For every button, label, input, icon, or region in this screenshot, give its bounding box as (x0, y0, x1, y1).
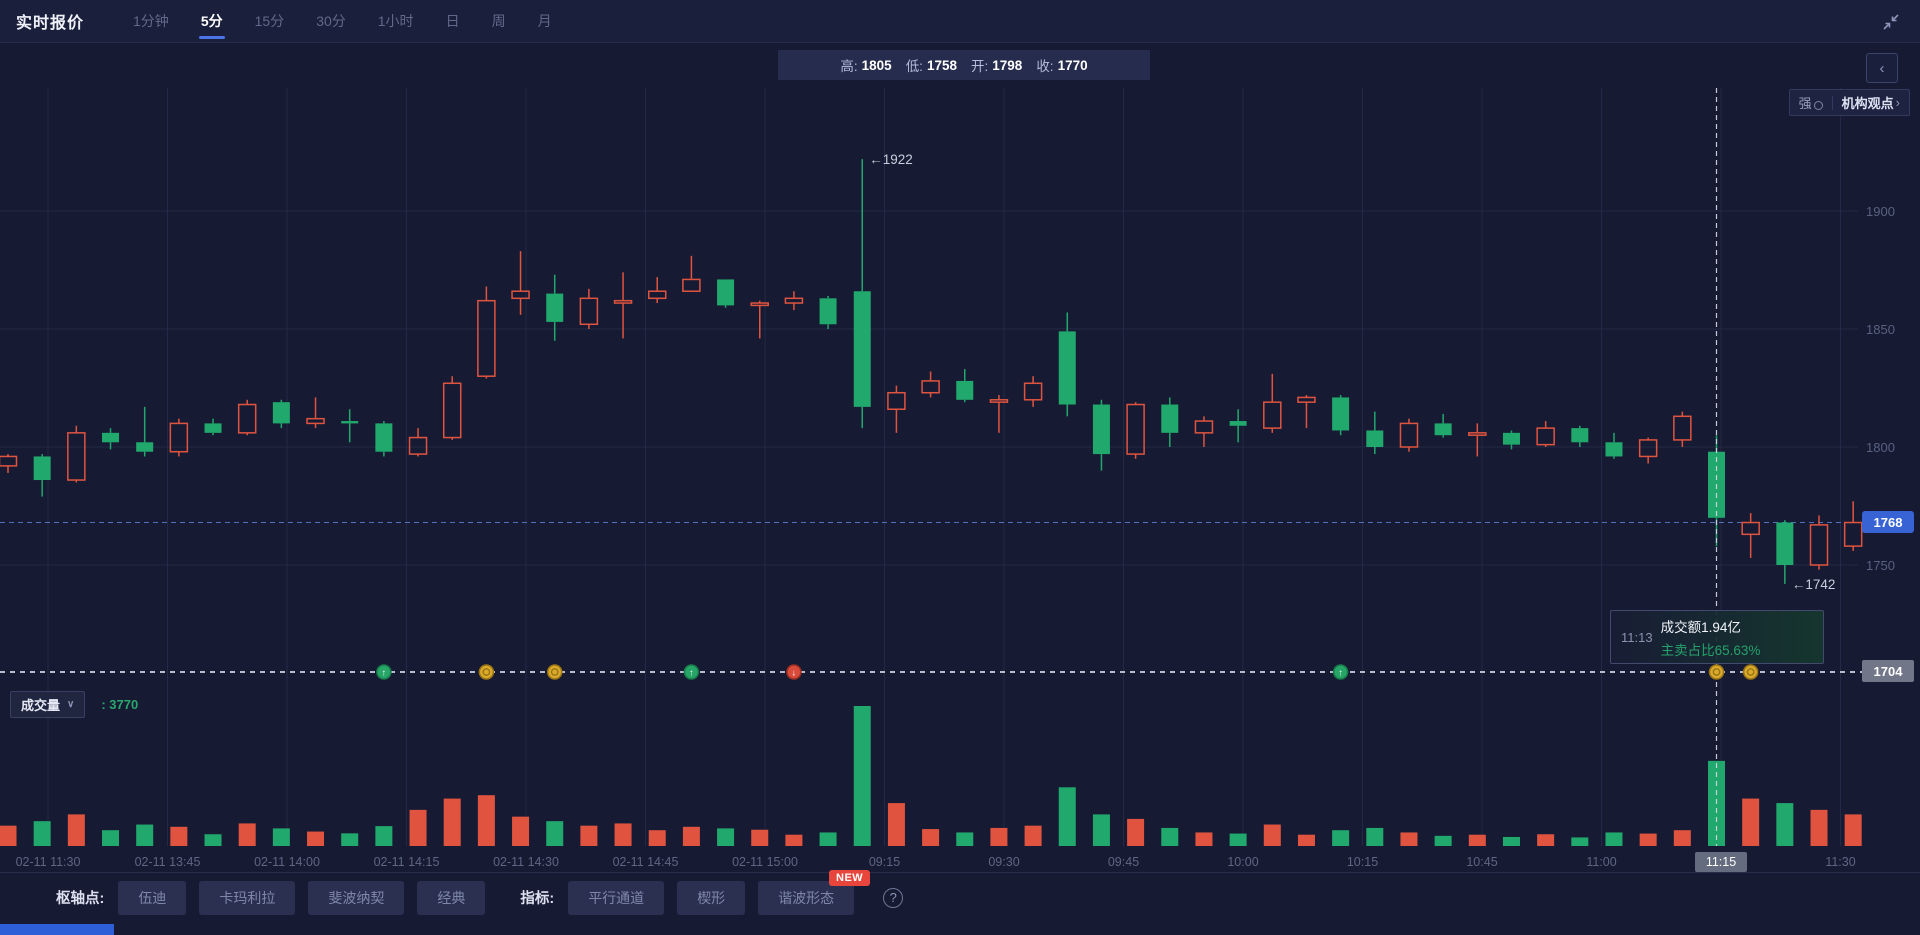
volume-header: 成交量 ∨ : 3770 (10, 691, 138, 718)
high-label: 高: (840, 59, 858, 74)
svg-text:02-11 14:15: 02-11 14:15 (374, 855, 440, 869)
svg-text:10:00: 10:00 (1227, 855, 1258, 869)
pivot-buttons: 伍迪 卡玛利拉 斐波纳契 经典 (118, 880, 498, 915)
svg-text:←1742: ←1742 (1792, 577, 1836, 592)
svg-text:10:45: 10:45 (1466, 855, 1497, 869)
tooltip-time: 11:13 (1621, 629, 1653, 645)
close-label: 收: (1036, 59, 1054, 74)
svg-text:1800: 1800 (1866, 440, 1895, 455)
pivot-button-1[interactable]: 卡玛利拉 (199, 880, 296, 915)
candlestick-chart-canvas[interactable]: 1900 1850 1800 1750 ↑ ↑ ↓ ↑ ←1922 ←1742 02-11 11:3… (0, 43, 1920, 872)
bottom-blue-strip (0, 924, 114, 935)
svg-text:↑: ↑ (382, 668, 387, 678)
new-badge: NEW (829, 869, 871, 886)
institution-viewpoint-bar[interactable]: 强 机构观点 › (1788, 89, 1910, 116)
strength-badge: 强 (1799, 93, 1823, 112)
tab-timeframe-7[interactable]: 月 (537, 13, 552, 29)
open-value: 1798 (992, 57, 1023, 73)
low-value: 1758 (926, 57, 957, 73)
svg-text:02-11 14:30: 02-11 14:30 (493, 855, 559, 869)
svg-text:11:15: 11:15 (1706, 855, 1736, 869)
indicator-buttons: 平行通道 楔形 谐波形态 NEW (568, 869, 871, 915)
strength-dot-icon (1813, 100, 1823, 110)
low-label: 低: (905, 59, 923, 74)
topbar: 实时报价 1分钟 5分 15分 30分 1小时 日 周 月 (0, 0, 1920, 43)
bar-tooltip: 11:13 成交额1.94亿 主卖占比65.63% (1610, 610, 1824, 664)
tab-timeframe-5[interactable]: 日 (445, 13, 460, 29)
chevron-right-icon: › (1895, 95, 1900, 110)
svg-text:09:15: 09:15 (869, 855, 900, 869)
svg-text:02-11 14:45: 02-11 14:45 (613, 855, 679, 869)
svg-text:02-11 13:45: 02-11 13:45 (135, 855, 201, 869)
indicator-button-1[interactable]: 楔形 (677, 880, 746, 915)
institution-viewpoint-link[interactable]: 机构观点 (1841, 96, 1894, 111)
page-title: 实时报价 (16, 15, 85, 32)
tab-timeframe-1[interactable]: 5分 (200, 0, 224, 43)
chart-area: 1900 1850 1800 1750 ↑ ↑ ↓ ↑ ←1922 ←1742 02-11 11:3… (0, 43, 1920, 872)
indicator-button-2[interactable]: 谐波形态 NEW (758, 869, 871, 915)
indicator-button-0[interactable]: 平行通道 (568, 880, 665, 915)
pivot-button-3[interactable]: 经典 (417, 880, 486, 915)
tab-timeframe-0[interactable]: 1分钟 (133, 13, 169, 29)
svg-text:09:45: 09:45 (1108, 855, 1139, 869)
tab-timeframe-6[interactable]: 周 (491, 13, 506, 29)
pivot-button-0[interactable]: 伍迪 (118, 880, 187, 915)
svg-text:02-11 14:00: 02-11 14:00 (254, 855, 320, 869)
svg-text:1850: 1850 (1866, 322, 1895, 337)
volume-value: : 3770 (101, 697, 139, 712)
timeframe-tabs: 1分钟 5分 15分 30分 1小时 日 周 月 (132, 0, 583, 43)
divider (1831, 95, 1833, 110)
indicator-label: 指标: (520, 891, 555, 907)
svg-text:1900: 1900 (1866, 204, 1895, 219)
close-value: 1770 (1057, 57, 1088, 73)
tab-timeframe-2[interactable]: 15分 (254, 13, 285, 29)
svg-text:11:30: 11:30 (1825, 855, 1855, 869)
svg-text:02-11 15:00: 02-11 15:00 (732, 855, 798, 869)
svg-text:↓: ↓ (792, 668, 797, 678)
volume-indicator-selector[interactable]: 成交量 ∨ (10, 691, 86, 718)
svg-text:1750: 1750 (1866, 558, 1895, 573)
pivot-button-2[interactable]: 斐波纳契 (308, 880, 405, 915)
svg-text:09:30: 09:30 (988, 855, 1019, 869)
tab-timeframe-3[interactable]: 30分 (316, 13, 346, 29)
svg-text:↑: ↑ (689, 668, 694, 678)
drawing-toolbar: 枢轴点: 伍迪 卡玛利拉 斐波纳契 经典 指标: 平行通道 楔形 谐波形态 NEW ? (0, 869, 1920, 922)
svg-text:↑: ↑ (1338, 668, 1343, 678)
tooltip-sell-ratio: 主卖占比65.63% (1660, 642, 1761, 658)
tab-timeframe-4[interactable]: 1小时 (377, 13, 414, 29)
limit-down-price-badge: 1704 (1862, 660, 1914, 682)
svg-text:10:15: 10:15 (1347, 855, 1378, 869)
svg-text:11:00: 11:00 (1586, 855, 1616, 869)
ohlc-info-bar: 高: 1805 低: 1758 开: 1798 收: 1770 (778, 50, 1150, 80)
open-label: 开: (971, 59, 989, 74)
last-price-badge: 1768 (1862, 511, 1914, 533)
svg-text:←1922: ←1922 (869, 152, 913, 167)
help-icon[interactable]: ? (883, 887, 904, 908)
high-value: 1805 (861, 57, 892, 73)
collapse-panel-button[interactable]: ‹ (1866, 53, 1898, 83)
svg-text:02-11 11:30: 02-11 11:30 (16, 855, 81, 869)
pivot-label: 枢轴点: (56, 891, 105, 907)
exit-fullscreen-icon[interactable] (1882, 13, 1900, 31)
chevron-down-icon: ∨ (67, 699, 75, 710)
tooltip-turnover: 成交额1.94亿 (1660, 619, 1741, 635)
